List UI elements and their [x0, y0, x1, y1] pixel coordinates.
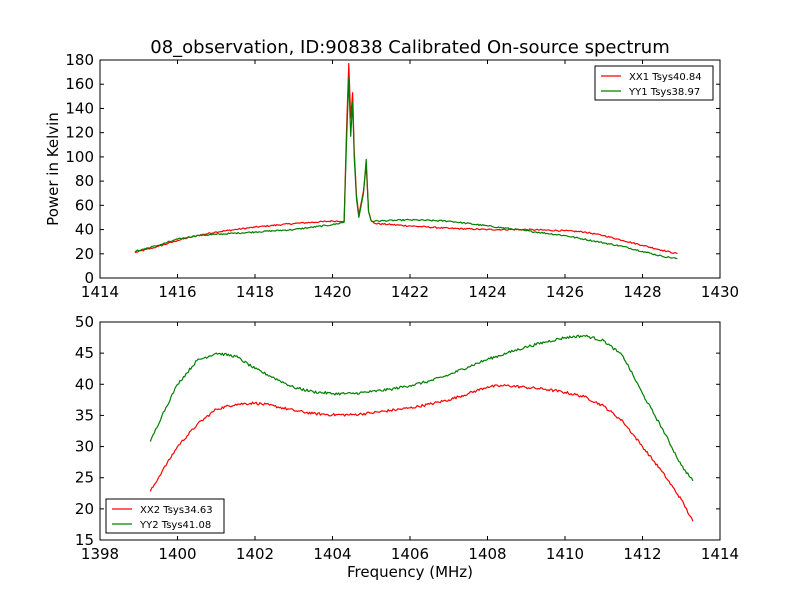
y-tick-label: 35: [75, 406, 94, 424]
x-tick-label: 1402: [236, 545, 274, 563]
top-spectrum-plot: 1414 1416 1418 1420 1422 1424 1426 1428 1430 0 20 4…: [44, 51, 739, 301]
x-tick-label: 1414: [81, 283, 119, 301]
y-tick-label: 25: [75, 469, 94, 487]
x-tick-label: 1428: [623, 283, 661, 301]
series-line-2: [134, 77, 678, 260]
x-tick-label: 1414: [701, 545, 739, 563]
legend-label-2: YY1 Tsys38.97: [628, 87, 700, 98]
x-tick-label: 1406: [391, 545, 429, 563]
x-axis-label: Frequency (MHz): [347, 563, 473, 581]
y-tick-label: 180: [65, 51, 94, 69]
legend: XX2 Tsys34.63 YY2 Tsys41.08: [105, 498, 225, 534]
y-tick-label: 140: [65, 99, 94, 117]
y-tick-label: 20: [75, 245, 94, 263]
legend-label-2: YY2 Tsys41.08: [139, 520, 211, 531]
x-tick-label: 1398: [81, 545, 119, 563]
x-tick-label: 1422: [391, 283, 429, 301]
y-tick-label: 15: [75, 531, 94, 549]
y-axis-label: Power in Kelvin: [44, 112, 62, 226]
x-tick-label: 1426: [546, 283, 584, 301]
x-tick-label: 1412: [623, 545, 661, 563]
y-tick-label: 45: [75, 344, 94, 362]
x-tick-label: 1404: [313, 545, 351, 563]
y-tick-label: 50: [75, 313, 94, 331]
legend-label-1: XX1 Tsys40.84: [629, 72, 702, 83]
x-tick-label: 1420: [313, 283, 351, 301]
y-tick-label: 20: [75, 500, 94, 518]
x-tick-label: 1418: [236, 283, 274, 301]
legend-frame: [105, 498, 225, 534]
bottom-spectrum-plot: 1398 1400 1402 1404 1406 1408 1410 1412 1414 15 20…: [75, 313, 739, 563]
y-tick-label: 80: [75, 172, 94, 190]
y-tick-label: 0: [84, 269, 94, 287]
legend-frame: [594, 65, 714, 101]
y-tick-label: 40: [75, 375, 94, 393]
x-tick-label: 1424: [468, 283, 506, 301]
y-tick-label: 120: [65, 124, 94, 142]
y-tick-label: 30: [75, 438, 94, 456]
y-tick-label: 100: [65, 148, 94, 166]
series-line-1: [149, 384, 694, 522]
x-tick-label: 1416: [158, 283, 196, 301]
y-tick-label: 40: [75, 221, 94, 239]
x-tick-label: 1400: [158, 545, 196, 563]
figure-title: 08_observation, ID:90838 Calibrated On-s…: [150, 37, 670, 58]
x-tick-label: 1430: [701, 283, 739, 301]
legend: XX1 Tsys40.84 YY1 Tsys38.97: [594, 65, 714, 101]
x-tick-label: 1410: [546, 545, 584, 563]
x-tick-label: 1408: [468, 545, 506, 563]
series-line-2: [149, 334, 694, 482]
y-tick-label: 160: [65, 75, 94, 93]
series-line-1: [134, 63, 678, 255]
y-tick-label: 60: [75, 196, 94, 214]
legend-label-1: XX2 Tsys34.63: [140, 505, 213, 516]
